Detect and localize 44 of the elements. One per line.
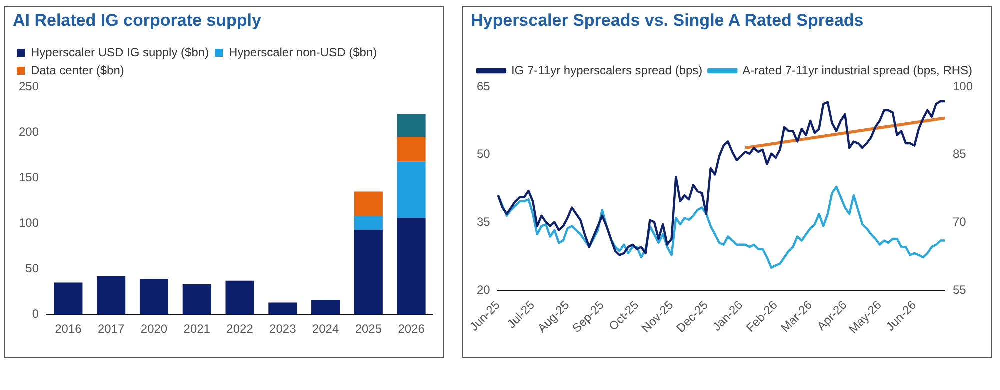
bar [54, 282, 83, 315]
chart-title: AI Related IG corporate supply [12, 10, 262, 31]
y-tick-label: 200 [18, 124, 40, 139]
bar [312, 300, 340, 315]
y-tick-label: 50 [26, 261, 40, 276]
x-tick-label: 2024 [312, 322, 340, 336]
bar [397, 218, 426, 315]
bar [397, 137, 426, 162]
y-tick-label: 0 [32, 306, 40, 321]
bar [226, 280, 254, 315]
y2-tick-label: 100 [952, 79, 974, 94]
legend-label: IG 7-11yr hyperscalers spread (bps) [511, 63, 703, 78]
x-tick-label: 2026 [398, 322, 426, 336]
legend-label: Hyperscaler USD IG supply ($bn) [31, 45, 210, 60]
bar [354, 192, 383, 216]
chart-title: Hyperscaler Spreads vs. Single A Rated Spreads [470, 10, 865, 31]
x-tick-label: 2017 [98, 322, 126, 336]
x-tick-label: 2022 [226, 322, 254, 336]
y-tick-label: 250 [18, 79, 40, 94]
x-tick-label: 2023 [270, 322, 297, 336]
x-tick-label: 2016 [55, 322, 82, 336]
bar [354, 230, 383, 315]
bar [397, 114, 426, 138]
legend-label: Data center ($bn) [31, 63, 124, 78]
x-tick-label: 2021 [184, 322, 211, 336]
y2-tick-label: 55 [952, 282, 967, 297]
legend-label: A-rated 7-11yr industrial spread (bps, RHS) [742, 63, 973, 78]
y2-tick-label: 85 [952, 147, 967, 162]
bar [140, 279, 168, 315]
bar [97, 276, 126, 315]
y-tick-label: 100 [18, 216, 40, 230]
y2-tick-label: 70 [952, 214, 967, 229]
y-tick-label: 20 [476, 282, 491, 297]
x-tick-label: 2020 [140, 322, 168, 336]
y-tick-label: 65 [476, 79, 491, 94]
bar [182, 284, 212, 315]
y-tick-label: 150 [18, 170, 40, 184]
y-tick-label: 35 [476, 214, 491, 229]
x-tick-label: 2025 [355, 322, 382, 336]
y-tick-label: 50 [476, 147, 491, 162]
legend-label: Hyperscaler non-USD ($bn) [229, 45, 378, 60]
bar [354, 216, 383, 230]
bar [268, 302, 298, 315]
bar [397, 162, 426, 218]
